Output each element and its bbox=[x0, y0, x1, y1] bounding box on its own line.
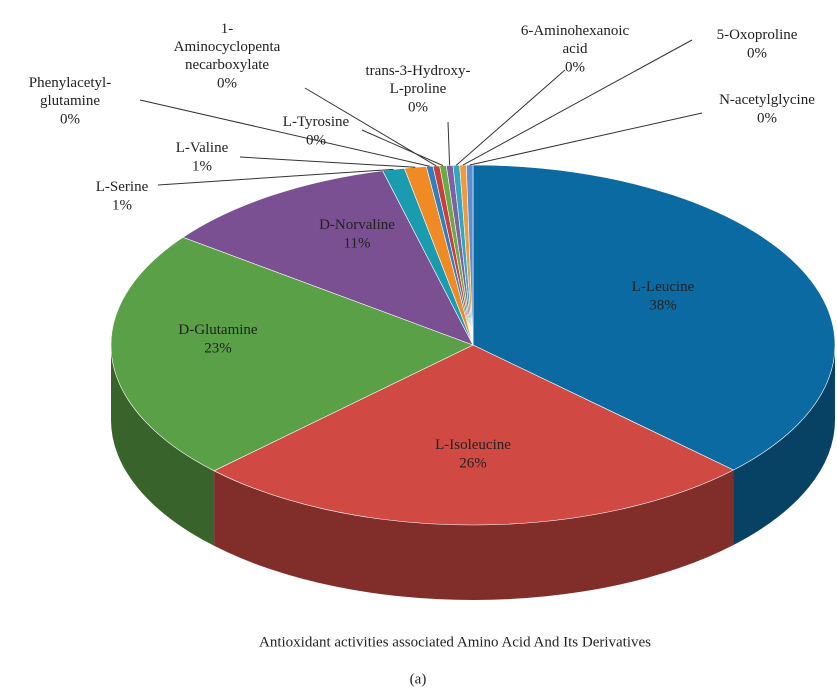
leader-line bbox=[157, 168, 394, 186]
leader-line bbox=[455, 69, 566, 166]
category-label: D-Norvaline bbox=[319, 217, 395, 233]
category-label: L-Valine bbox=[176, 140, 229, 156]
category-label: D-Glutamine bbox=[178, 322, 257, 338]
slice bbox=[213, 344, 735, 526]
slice-side bbox=[214, 470, 734, 600]
value-label: 38% bbox=[649, 297, 677, 313]
slice-side bbox=[733, 345, 835, 546]
leader-line bbox=[469, 112, 703, 166]
value-label: 0% bbox=[565, 59, 585, 75]
category-label: 5-Oxoproline bbox=[717, 27, 798, 43]
leader-line bbox=[361, 129, 444, 167]
value-label: 1% bbox=[192, 158, 212, 174]
labels: L-Leucine 38% L-Isoleucine 26% D-Glutamine 23… bbox=[29, 21, 815, 471]
slice bbox=[110, 236, 474, 472]
slice bbox=[182, 170, 474, 346]
leader-line bbox=[447, 121, 451, 166]
category-label: L-Tyrosine bbox=[283, 114, 350, 130]
pie-sides bbox=[110, 345, 835, 600]
slice-side bbox=[110, 345, 215, 546]
value-label: 1% bbox=[112, 197, 132, 213]
value-label: 0% bbox=[408, 99, 428, 115]
leader-line bbox=[239, 156, 416, 168]
leader-line bbox=[462, 39, 693, 166]
panel-label: (a) bbox=[410, 671, 427, 687]
category-label: L-Leucine bbox=[632, 279, 695, 295]
value-label: 11% bbox=[344, 235, 371, 251]
pie-tops bbox=[110, 164, 836, 526]
value-label: 0% bbox=[306, 132, 326, 148]
value-label: 0% bbox=[217, 75, 237, 91]
value-label: 23% bbox=[204, 340, 232, 356]
leader-line bbox=[139, 99, 430, 167]
category-label: 6-Aminohexanoic acid bbox=[521, 23, 630, 57]
value-label: 0% bbox=[757, 110, 777, 126]
value-label: 26% bbox=[459, 455, 487, 471]
category-label: Phenylacetyl-glutamine bbox=[29, 75, 111, 109]
category-label: trans-3-Hydroxy-L-proline bbox=[366, 63, 471, 97]
category-label: L-Isoleucine bbox=[435, 437, 511, 453]
value-label: 0% bbox=[747, 45, 767, 61]
category-label: N-acetylglycine bbox=[719, 92, 815, 108]
category-label: 1-Aminocyclopenta necarboxylate bbox=[174, 21, 281, 73]
slice bbox=[466, 164, 474, 346]
slice bbox=[472, 164, 836, 471]
category-label: L-Serine bbox=[96, 179, 149, 195]
value-label: 0% bbox=[60, 111, 80, 127]
chart-title: Antioxidant activities associated Amino … bbox=[259, 634, 651, 650]
